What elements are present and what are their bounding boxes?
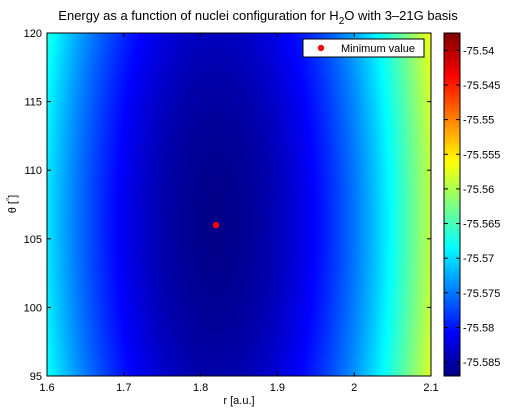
x-tick-label: 1.9 — [270, 382, 285, 394]
heatmap-image — [47, 33, 431, 376]
x-tick-label: 1.8 — [193, 382, 208, 394]
y-axis-label: θ [°] — [5, 195, 19, 214]
colorbar-tick-label: -75.565 — [463, 219, 500, 231]
y-tick-label: 110 — [24, 165, 42, 177]
colorbar-tick-label: -75.54 — [463, 45, 494, 57]
colorbar-tick-label: -75.55 — [463, 115, 494, 127]
x-tick-label: 1.6 — [39, 382, 54, 394]
x-tick-label: 1.7 — [116, 382, 131, 394]
y-tick-label: 115 — [24, 97, 42, 109]
y-tick-label: 105 — [24, 234, 42, 246]
legend-label: Minimum value — [341, 43, 415, 55]
colorbar-tick-label: -75.585 — [463, 357, 500, 369]
colorbar-frame — [443, 32, 461, 377]
x-axis-ticks: 1.6 1.7 1.8 1.9 2 2.1 — [39, 33, 439, 394]
legend-box[interactable]: Minimum value — [302, 38, 425, 58]
colorbar-tick-label: -75.56 — [463, 184, 494, 196]
colorbar-tick-label: -75.545 — [463, 80, 500, 92]
y-tick-label: 100 — [24, 302, 42, 314]
minimum-value-point[interactable] — [212, 221, 220, 229]
colorbar-tick-label: -75.57 — [463, 253, 494, 265]
colorbar-tick-label: -75.58 — [463, 322, 494, 334]
x-tick-label: 2.1 — [423, 382, 438, 394]
colorbar-ticks: -75.585 -75.58 -75.575 -75.57 -75.565 -75.56 -… — [444, 45, 500, 369]
scatter-layer — [212, 221, 220, 229]
heatmap-surface — [47, 33, 431, 376]
colorbar-gradient — [444, 33, 460, 376]
x-axis-label: r [a.u.] — [223, 395, 254, 407]
colorbar: -75.585 -75.58 -75.575 -75.57 -75.565 -75.56 -… — [443, 32, 500, 377]
y-axis-ticks: 95 100 105 110 115 120 — [24, 28, 431, 383]
colorbar-tick-label: -75.575 — [463, 288, 500, 300]
colorbar-tick-label: -75.555 — [463, 149, 500, 161]
legend-marker — [317, 44, 325, 52]
y-tick-label: 95 — [30, 371, 42, 383]
legend-frame — [302, 38, 425, 58]
plot-frame — [46, 32, 432, 377]
chart-title: Energy as a function of nuclei configura… — [58, 8, 458, 27]
x-tick-label: 2 — [351, 382, 357, 394]
y-tick-label: 120 — [24, 28, 42, 40]
